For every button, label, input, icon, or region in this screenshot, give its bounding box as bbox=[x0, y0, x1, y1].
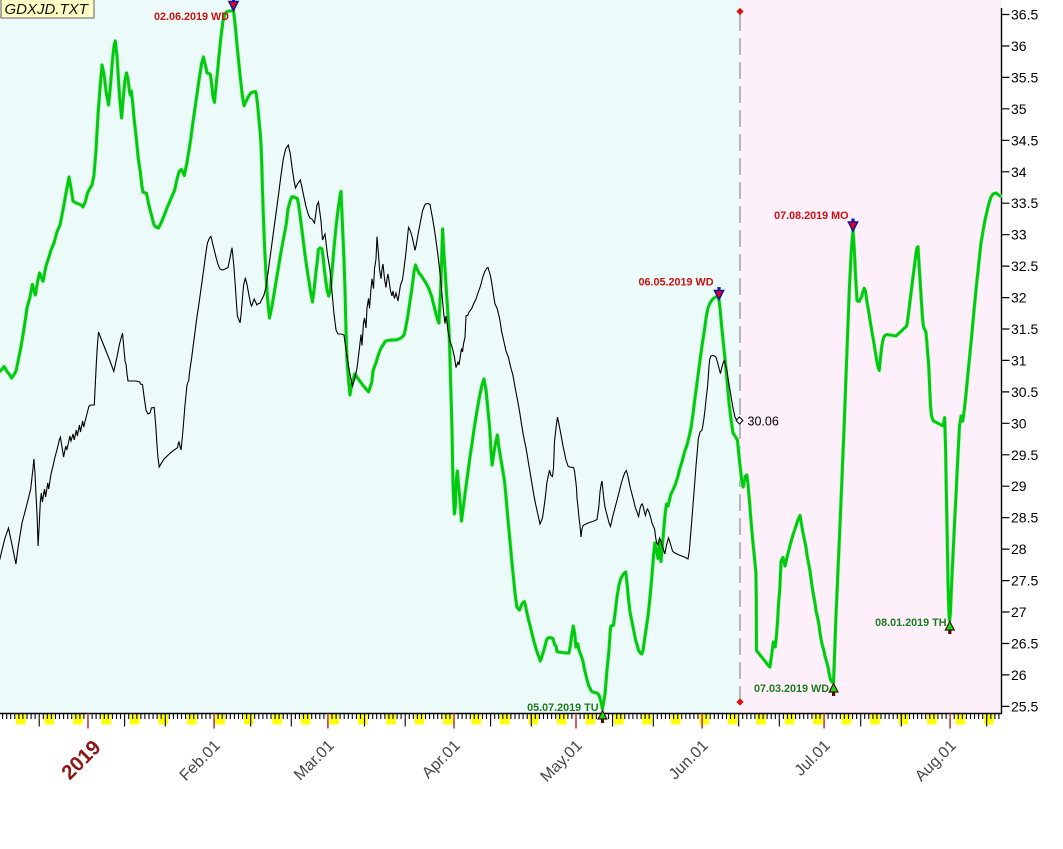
svg-text:36.5: 36.5 bbox=[1011, 7, 1038, 23]
svg-text:29.5: 29.5 bbox=[1011, 447, 1038, 463]
svg-text:34.5: 34.5 bbox=[1011, 132, 1038, 148]
svg-text:25.5: 25.5 bbox=[1011, 698, 1038, 714]
svg-text:27: 27 bbox=[1011, 604, 1027, 620]
svg-text:GDXJD.TXT: GDXJD.TXT bbox=[5, 1, 90, 18]
svg-text:35: 35 bbox=[1011, 101, 1027, 117]
svg-text:33: 33 bbox=[1011, 227, 1027, 243]
svg-text:06.05.2019 WD: 06.05.2019 WD bbox=[638, 277, 713, 289]
svg-text:31.5: 31.5 bbox=[1011, 321, 1038, 337]
svg-text:29: 29 bbox=[1011, 478, 1027, 494]
svg-text:35.5: 35.5 bbox=[1011, 69, 1038, 85]
svg-text:07.03.2019 WD: 07.03.2019 WD bbox=[754, 683, 829, 695]
svg-text:26: 26 bbox=[1011, 667, 1027, 683]
svg-text:36: 36 bbox=[1011, 38, 1027, 54]
svg-text:30.06: 30.06 bbox=[748, 415, 779, 429]
svg-text:26.5: 26.5 bbox=[1011, 636, 1038, 652]
svg-text:28.5: 28.5 bbox=[1011, 510, 1038, 526]
svg-text:30.5: 30.5 bbox=[1011, 384, 1038, 400]
svg-text:34: 34 bbox=[1011, 164, 1027, 180]
svg-text:32.5: 32.5 bbox=[1011, 258, 1038, 274]
svg-text:27.5: 27.5 bbox=[1011, 573, 1038, 589]
svg-text:07.08.2019 MO: 07.08.2019 MO bbox=[774, 210, 848, 222]
svg-text:08.01.2019 TH: 08.01.2019 TH bbox=[875, 617, 947, 629]
svg-text:28: 28 bbox=[1011, 541, 1027, 557]
svg-text:05.07.2019 TU: 05.07.2019 TU bbox=[527, 702, 599, 714]
svg-text:32: 32 bbox=[1011, 290, 1027, 306]
svg-text:30: 30 bbox=[1011, 415, 1027, 431]
svg-text:33.5: 33.5 bbox=[1011, 195, 1038, 211]
svg-text:02.06.2019 WD: 02.06.2019 WD bbox=[154, 11, 229, 23]
svg-text:31: 31 bbox=[1011, 352, 1027, 368]
